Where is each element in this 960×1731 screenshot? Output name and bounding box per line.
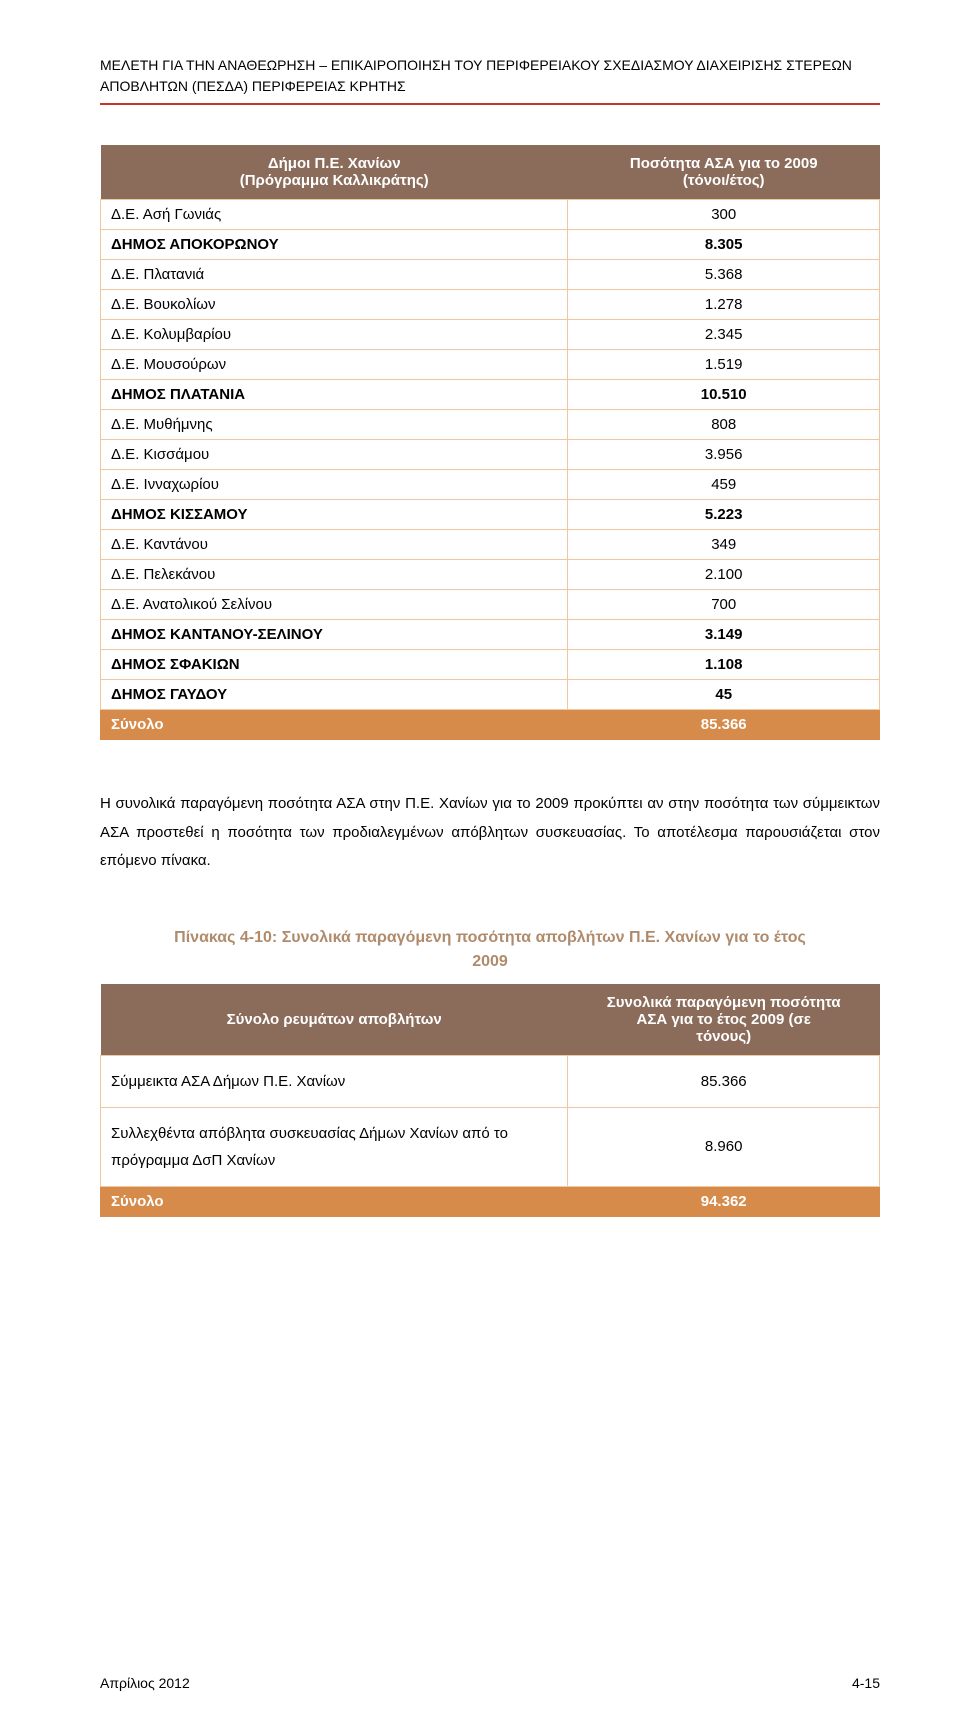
total-row: Σύνολο85.366: [101, 710, 880, 740]
paragraph: Η συνολικά παραγόμενη ποσότητα ΑΣΑ στην …: [100, 790, 880, 876]
header-line1: ΜΕΛΕΤΗ ΓΙΑ ΤΗΝ ΑΝΑΘΕΩΡΗΣΗ – ΕΠΙΚΑΙΡΟΠΟΙΗ…: [100, 55, 880, 76]
table-row: ΔΗΜΟΣ ΚΑΝΤΑΝΟΥ-ΣΕΛΙΝΟΥ3.149: [101, 620, 880, 650]
row-label: Δ.Ε. Ασή Γωνιάς: [101, 200, 568, 230]
row-label: Δ.Ε. Κισσάμου: [101, 440, 568, 470]
row-value: 3.149: [568, 620, 880, 650]
row-label: Δ.Ε. Καντάνου: [101, 530, 568, 560]
row-label: ΔΗΜΟΣ ΓΑΥΔΟΥ: [101, 680, 568, 710]
row-value: 5.368: [568, 260, 880, 290]
table-row: ΔΗΜΟΣ ΑΠΟΚΟΡΩΝΟΥ8.305: [101, 230, 880, 260]
row-label: ΔΗΜΟΣ ΠΛΑΤΑΝΙΑ: [101, 380, 568, 410]
table-row: ΔΗΜΟΣ ΓΑΥΔΟΥ45: [101, 680, 880, 710]
row-value: 3.956: [568, 440, 880, 470]
table-row: Δ.Ε. Καντάνου349: [101, 530, 880, 560]
t2-head-left: Σύνολο ρευμάτων αποβλήτων: [101, 984, 568, 1056]
table-row: Δ.Ε. Κολυμβαρίου2.345: [101, 320, 880, 350]
page-header: ΜΕΛΕΤΗ ΓΙΑ ΤΗΝ ΑΝΑΘΕΩΡΗΣΗ – ΕΠΙΚΑΙΡΟΠΟΙΗ…: [100, 55, 880, 105]
table-row: Συλλεχθέντα απόβλητα συσκευασίας Δήμων Χ…: [101, 1107, 880, 1186]
table-row: Σύμμεικτα ΑΣΑ Δήμων Π.Ε. Χανίων85.366: [101, 1055, 880, 1107]
header-line2: ΑΠΟΒΛΗΤΩΝ (ΠΕΣΔΑ) ΠΕΡΙΦΕΡΕΙΑΣ ΚΡΗΤΗΣ: [100, 76, 880, 97]
row-value: 5.223: [568, 500, 880, 530]
total-value: 85.366: [568, 710, 880, 740]
total-label: Σύνολο: [101, 710, 568, 740]
total-value: 94.362: [568, 1186, 880, 1216]
row-value: 2.100: [568, 560, 880, 590]
table-total-waste: Σύνολο ρευμάτων αποβλήτων Συνολικά παραγ…: [100, 984, 880, 1217]
row-value: 8.305: [568, 230, 880, 260]
table-row: Δ.Ε. Μουσούρων1.519: [101, 350, 880, 380]
row-label: Δ.Ε. Βουκολίων: [101, 290, 568, 320]
t2-head-right-line1: Συνολικά παραγόμενη ποσότητα: [576, 994, 872, 1011]
table-asa-2009: Δήμοι Π.Ε. Χανίων (Πρόγραμμα Καλλικράτης…: [100, 145, 880, 740]
row-value: 2.345: [568, 320, 880, 350]
t1-head-right-line1: Ποσότητα ΑΣΑ για το 2009: [576, 155, 872, 172]
table2-caption-line1: Πίνακας 4-10: Συνολικά παραγόμενη ποσότη…: [100, 926, 880, 950]
row-value: 8.960: [568, 1107, 880, 1186]
row-value: 808: [568, 410, 880, 440]
table-row: Δ.Ε. Βουκολίων1.278: [101, 290, 880, 320]
row-value: 10.510: [568, 380, 880, 410]
row-label: ΔΗΜΟΣ ΚΑΝΤΑΝΟΥ-ΣΕΛΙΝΟΥ: [101, 620, 568, 650]
t1-head-left-line1: Δήμοι Π.Ε. Χανίων: [109, 155, 560, 172]
table-row: Δ.Ε. Πελεκάνου2.100: [101, 560, 880, 590]
total-row: Σύνολο94.362: [101, 1186, 880, 1216]
row-value: 459: [568, 470, 880, 500]
row-value: 300: [568, 200, 880, 230]
row-label: Δ.Ε. Ανατολικού Σελίνου: [101, 590, 568, 620]
t2-head-right-line3: τόνους): [576, 1028, 872, 1045]
t1-head-left: Δήμοι Π.Ε. Χανίων (Πρόγραμμα Καλλικράτης…: [101, 145, 568, 200]
row-label: Δ.Ε. Κολυμβαρίου: [101, 320, 568, 350]
table2-caption: Πίνακας 4-10: Συνολικά παραγόμενη ποσότη…: [100, 926, 880, 974]
row-value: 700: [568, 590, 880, 620]
table-row: ΔΗΜΟΣ ΣΦΑΚΙΩΝ1.108: [101, 650, 880, 680]
t1-head-left-line2: (Πρόγραμμα Καλλικράτης): [109, 172, 560, 189]
row-label: Δ.Ε. Ινναχωρίου: [101, 470, 568, 500]
footer-left: Απρίλιος 2012: [100, 1675, 190, 1691]
row-value: 349: [568, 530, 880, 560]
row-label: Σύμμεικτα ΑΣΑ Δήμων Π.Ε. Χανίων: [101, 1055, 568, 1107]
table-row: Δ.Ε. Ανατολικού Σελίνου700: [101, 590, 880, 620]
row-value: 45: [568, 680, 880, 710]
table-row: Δ.Ε. Πλατανιά5.368: [101, 260, 880, 290]
table-row: Δ.Ε. Ασή Γωνιάς300: [101, 200, 880, 230]
total-label: Σύνολο: [101, 1186, 568, 1216]
row-value: 1.278: [568, 290, 880, 320]
table-row: Δ.Ε. Μυθήμνης808: [101, 410, 880, 440]
table2-caption-line2: 2009: [100, 950, 880, 974]
row-label: Δ.Ε. Πλατανιά: [101, 260, 568, 290]
row-value: 1.108: [568, 650, 880, 680]
table-row: ΔΗΜΟΣ ΠΛΑΤΑΝΙΑ10.510: [101, 380, 880, 410]
footer-right: 4-15: [852, 1675, 880, 1691]
row-label: Συλλεχθέντα απόβλητα συσκευασίας Δήμων Χ…: [101, 1107, 568, 1186]
t1-head-right: Ποσότητα ΑΣΑ για το 2009 (τόνοι/έτος): [568, 145, 880, 200]
row-value: 1.519: [568, 350, 880, 380]
row-label: Δ.Ε. Πελεκάνου: [101, 560, 568, 590]
row-label: ΔΗΜΟΣ ΑΠΟΚΟΡΩΝΟΥ: [101, 230, 568, 260]
row-label: ΔΗΜΟΣ ΚΙΣΣΑΜΟΥ: [101, 500, 568, 530]
table-row: Δ.Ε. Ινναχωρίου459: [101, 470, 880, 500]
page-footer: Απρίλιος 2012 4-15: [100, 1674, 880, 1691]
t1-head-right-line2: (τόνοι/έτος): [576, 172, 872, 189]
header-underline: [100, 103, 880, 105]
t2-head-right-line2: ΑΣΑ για το έτος 2009 (σε: [576, 1011, 872, 1028]
t2-head-right: Συνολικά παραγόμενη ποσότητα ΑΣΑ για το …: [568, 984, 880, 1056]
row-value: 85.366: [568, 1055, 880, 1107]
row-label: Δ.Ε. Μουσούρων: [101, 350, 568, 380]
row-label: Δ.Ε. Μυθήμνης: [101, 410, 568, 440]
table-row: ΔΗΜΟΣ ΚΙΣΣΑΜΟΥ5.223: [101, 500, 880, 530]
row-label: ΔΗΜΟΣ ΣΦΑΚΙΩΝ: [101, 650, 568, 680]
table-row: Δ.Ε. Κισσάμου3.956: [101, 440, 880, 470]
